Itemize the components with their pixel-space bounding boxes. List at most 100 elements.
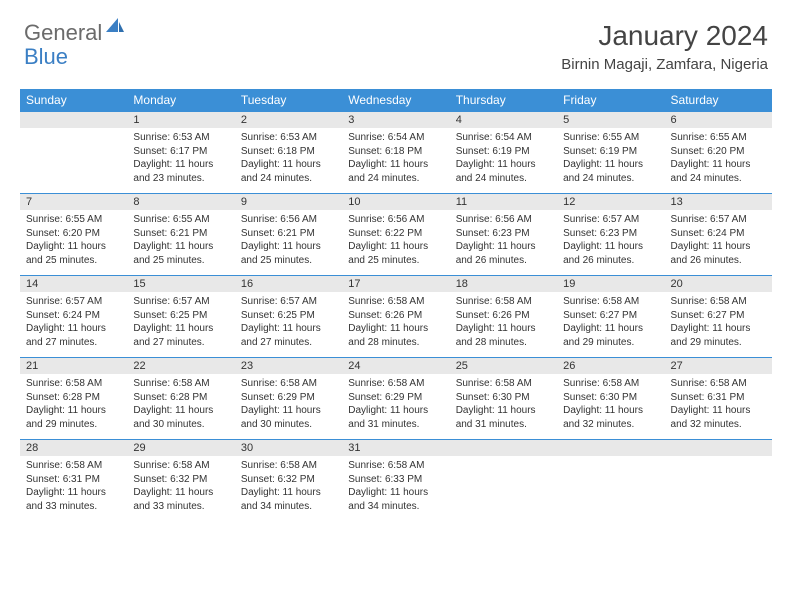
day-data-cell: Sunrise: 6:58 AMSunset: 6:28 PMDaylight:… [127, 374, 234, 440]
day-data-cell: Sunrise: 6:57 AMSunset: 6:24 PMDaylight:… [665, 210, 772, 276]
sunset-text: Sunset: 6:28 PM [26, 391, 121, 405]
day-number-cell: 29 [127, 440, 234, 457]
day-number-cell: 11 [450, 194, 557, 211]
location-text: Birnin Magaji, Zamfara, Nigeria [561, 56, 768, 73]
month-title: January 2024 [561, 20, 768, 52]
day-data-cell: Sunrise: 6:56 AMSunset: 6:23 PMDaylight:… [450, 210, 557, 276]
day-data-cell: Sunrise: 6:58 AMSunset: 6:32 PMDaylight:… [235, 456, 342, 521]
day-number-cell: 8 [127, 194, 234, 211]
day-data-cell: Sunrise: 6:58 AMSunset: 6:31 PMDaylight:… [20, 456, 127, 521]
sunrise-text: Sunrise: 6:58 AM [563, 295, 658, 309]
day-data-cell: Sunrise: 6:54 AMSunset: 6:18 PMDaylight:… [342, 128, 449, 194]
day-number-cell: 14 [20, 276, 127, 293]
sunset-text: Sunset: 6:24 PM [26, 309, 121, 323]
sunset-text: Sunset: 6:32 PM [133, 473, 228, 487]
day-number-cell: 16 [235, 276, 342, 293]
sunrise-text: Sunrise: 6:58 AM [133, 459, 228, 473]
weekday-header-row: Sunday Monday Tuesday Wednesday Thursday… [20, 89, 772, 112]
day-number-row: 123456 [20, 112, 772, 129]
sunrise-text: Sunrise: 6:57 AM [133, 295, 228, 309]
daylight-text: Daylight: 11 hours and 24 minutes. [563, 158, 658, 185]
sunset-text: Sunset: 6:26 PM [456, 309, 551, 323]
daylight-text: Daylight: 11 hours and 29 minutes. [26, 404, 121, 431]
weekday-header: Monday [127, 89, 234, 112]
sunrise-text: Sunrise: 6:58 AM [133, 377, 228, 391]
day-data-cell: Sunrise: 6:58 AMSunset: 6:33 PMDaylight:… [342, 456, 449, 521]
daylight-text: Daylight: 11 hours and 24 minutes. [241, 158, 336, 185]
day-data-cell [450, 456, 557, 521]
sunset-text: Sunset: 6:29 PM [241, 391, 336, 405]
sunrise-text: Sunrise: 6:58 AM [671, 295, 766, 309]
day-number-cell: 7 [20, 194, 127, 211]
day-data-cell: Sunrise: 6:58 AMSunset: 6:27 PMDaylight:… [557, 292, 664, 358]
daylight-text: Daylight: 11 hours and 33 minutes. [26, 486, 121, 513]
brand-logo: General [24, 20, 128, 46]
sunset-text: Sunset: 6:17 PM [133, 145, 228, 159]
sunrise-text: Sunrise: 6:54 AM [456, 131, 551, 145]
sunset-text: Sunset: 6:19 PM [456, 145, 551, 159]
daylight-text: Daylight: 11 hours and 24 minutes. [671, 158, 766, 185]
sunset-text: Sunset: 6:18 PM [348, 145, 443, 159]
day-data-cell: Sunrise: 6:56 AMSunset: 6:22 PMDaylight:… [342, 210, 449, 276]
day-data-row: Sunrise: 6:53 AMSunset: 6:17 PMDaylight:… [20, 128, 772, 194]
sunrise-text: Sunrise: 6:55 AM [133, 213, 228, 227]
sunset-text: Sunset: 6:23 PM [563, 227, 658, 241]
daylight-text: Daylight: 11 hours and 25 minutes. [133, 240, 228, 267]
daylight-text: Daylight: 11 hours and 27 minutes. [26, 322, 121, 349]
day-number-cell: 4 [450, 112, 557, 129]
sunrise-text: Sunrise: 6:53 AM [133, 131, 228, 145]
day-number-cell: 9 [235, 194, 342, 211]
sunset-text: Sunset: 6:22 PM [348, 227, 443, 241]
daylight-text: Daylight: 11 hours and 32 minutes. [671, 404, 766, 431]
weekday-header: Sunday [20, 89, 127, 112]
daylight-text: Daylight: 11 hours and 30 minutes. [241, 404, 336, 431]
sunrise-text: Sunrise: 6:55 AM [563, 131, 658, 145]
daylight-text: Daylight: 11 hours and 24 minutes. [456, 158, 551, 185]
sunset-text: Sunset: 6:24 PM [671, 227, 766, 241]
day-number-cell: 3 [342, 112, 449, 129]
daylight-text: Daylight: 11 hours and 30 minutes. [133, 404, 228, 431]
day-data-cell: Sunrise: 6:55 AMSunset: 6:20 PMDaylight:… [665, 128, 772, 194]
sunset-text: Sunset: 6:29 PM [348, 391, 443, 405]
daylight-text: Daylight: 11 hours and 29 minutes. [671, 322, 766, 349]
day-data-row: Sunrise: 6:55 AM Sunset: 6:20 PM Daylight:… [20, 210, 772, 276]
daylight-text: Daylight: 11 hours and 26 minutes. [563, 240, 658, 267]
daylight-text: Daylight: 11 hours and 34 minutes. [348, 486, 443, 513]
day-number-cell: 10 [342, 194, 449, 211]
sunrise-text: Sunrise: 6:56 AM [348, 213, 443, 227]
day-number-cell: 12 [557, 194, 664, 211]
day-data-cell: Sunrise: 6:58 AMSunset: 6:30 PMDaylight:… [557, 374, 664, 440]
header: General January 2024 Birnin Magaji, Zamf… [0, 0, 792, 79]
day-data-cell: Sunrise: 6:58 AMSunset: 6:29 PMDaylight:… [342, 374, 449, 440]
sunrise-text: Sunrise: 6:58 AM [456, 295, 551, 309]
day-number-row: 21222324252627 [20, 358, 772, 375]
weekday-header: Tuesday [235, 89, 342, 112]
day-data-cell: Sunrise: 6:55 AMSunset: 6:20 PMDaylight:… [20, 210, 127, 276]
day-data-cell: Sunrise: 6:58 AMSunset: 6:32 PMDaylight:… [127, 456, 234, 521]
sunrise-text: Sunrise: 6:53 AM [241, 131, 336, 145]
day-number-cell: 21 [20, 358, 127, 375]
sunset-text: Sunset: 6:32 PM [241, 473, 336, 487]
day-number-cell: 24 [342, 358, 449, 375]
sunset-text: Sunset: 6:18 PM [241, 145, 336, 159]
day-data-cell: Sunrise: 6:58 AMSunset: 6:31 PMDaylight:… [665, 374, 772, 440]
day-number-row: 14151617181920 [20, 276, 772, 293]
daylight-text: Daylight: 11 hours and 26 minutes. [671, 240, 766, 267]
sunrise-text: Sunrise: 6:57 AM [563, 213, 658, 227]
day-data-cell: Sunrise: 6:53 AMSunset: 6:17 PMDaylight:… [127, 128, 234, 194]
sunset-text: Sunset: 6:20 PM [26, 227, 121, 241]
day-number-cell: 27 [665, 358, 772, 375]
day-number-cell: 31 [342, 440, 449, 457]
daylight-text: Daylight: 11 hours and 31 minutes. [456, 404, 551, 431]
day-number-cell: 5 [557, 112, 664, 129]
day-data-cell: Sunrise: 6:58 AMSunset: 6:28 PMDaylight:… [20, 374, 127, 440]
sunrise-text: Sunrise: 6:54 AM [348, 131, 443, 145]
day-number-cell: 13 [665, 194, 772, 211]
day-number-cell: 19 [557, 276, 664, 293]
sunrise-text: Sunrise: 6:56 AM [241, 213, 336, 227]
day-number-row: 78910111213 [20, 194, 772, 211]
day-number-cell: 23 [235, 358, 342, 375]
sunrise-text: Sunrise: 6:58 AM [26, 459, 121, 473]
day-number-cell: 17 [342, 276, 449, 293]
day-data-cell: Sunrise: 6:58 AMSunset: 6:27 PMDaylight:… [665, 292, 772, 358]
